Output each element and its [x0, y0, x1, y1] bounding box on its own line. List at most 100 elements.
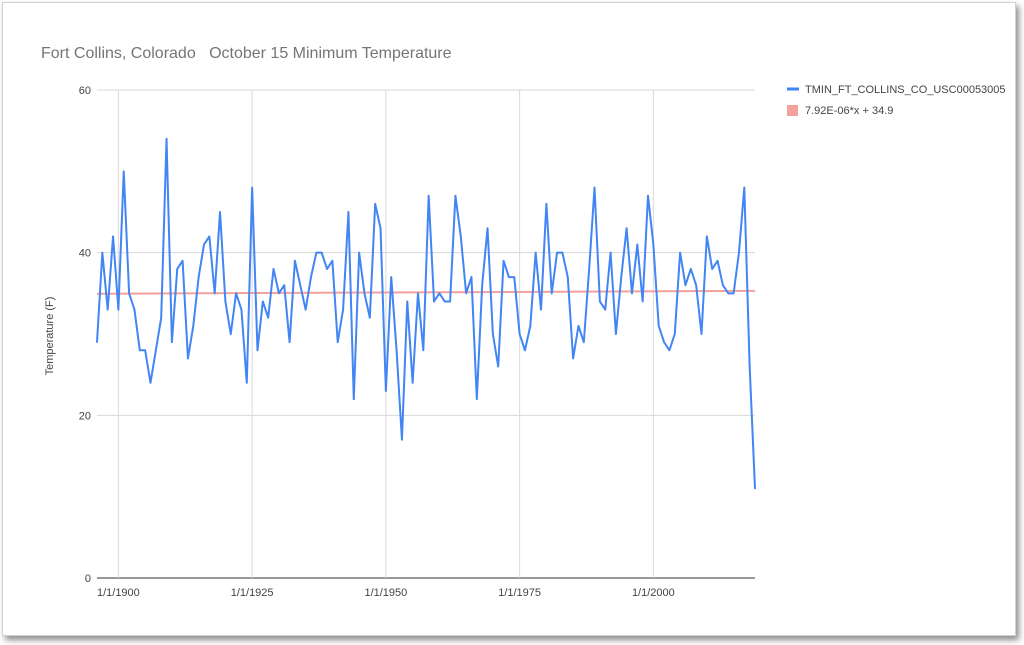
data-point — [545, 203, 548, 205]
series-line-tmin — [96, 137, 756, 489]
data-point — [716, 260, 719, 262]
data-point — [609, 251, 612, 254]
data-point — [229, 333, 232, 335]
x-tick-label: 1/1/1925 — [231, 587, 274, 599]
data-point — [358, 251, 360, 254]
data-point — [588, 268, 590, 270]
data-point — [748, 365, 751, 368]
legend-label-tmin: TMIN_FT_COLLINS_CO_USC00053005 — [805, 84, 1006, 96]
legend-item-tmin[interactable]: TMIN_FT_COLLINS_CO_USC00053005 — [787, 84, 1006, 96]
data-point — [133, 308, 136, 311]
data-point — [203, 243, 205, 246]
data-point — [213, 292, 216, 295]
x-axis-ticks: 1/1/1900 1/1/1925 1/1/1950 1/1/1975 1/1/2000 — [97, 587, 675, 599]
legend-label-trendline: 7.92E-06*x + 34.9 — [805, 105, 893, 117]
data-point — [492, 333, 494, 335]
data-point — [294, 260, 296, 262]
x-tick-label: 1/1/1975 — [498, 587, 541, 599]
data-point — [192, 325, 195, 327]
data-point — [550, 292, 553, 295]
data-point — [165, 138, 168, 140]
data-point — [208, 235, 211, 238]
data-point — [668, 349, 671, 352]
data-point — [395, 349, 398, 352]
data-point — [459, 235, 462, 238]
data-point — [481, 284, 483, 287]
legend: TMIN_FT_COLLINS_CO_USC00053005 7.92E-06*… — [787, 84, 1006, 117]
data-point — [112, 235, 114, 238]
data-point — [342, 308, 344, 311]
data-point — [331, 260, 334, 262]
data-point — [422, 349, 425, 352]
data-point — [652, 243, 655, 246]
y-tick-label: 40 — [79, 248, 91, 260]
y-tick-label: 60 — [79, 85, 91, 97]
data-point — [577, 325, 580, 327]
data-point — [326, 268, 328, 270]
data-point — [743, 186, 746, 189]
data-point — [240, 308, 243, 311]
data-point — [754, 487, 756, 490]
data-point — [235, 292, 237, 295]
data-point — [486, 227, 489, 230]
data-point — [524, 349, 526, 352]
legend-item-trendline[interactable]: 7.92E-06*x + 34.9 — [787, 105, 893, 117]
data-point — [673, 333, 676, 335]
data-point — [679, 251, 681, 254]
data-point — [722, 284, 724, 287]
data-point — [738, 251, 740, 254]
data-point — [187, 357, 189, 360]
data-point — [128, 292, 130, 295]
data-point — [684, 284, 687, 287]
data-point — [406, 300, 409, 303]
data-point — [566, 276, 569, 278]
data-point — [732, 292, 735, 295]
data-point — [647, 194, 649, 197]
data-point — [449, 300, 451, 303]
data-point — [433, 300, 435, 303]
data-point — [315, 251, 318, 254]
data-point — [636, 243, 639, 246]
data-point — [497, 365, 500, 368]
data-point — [513, 276, 516, 278]
data-point — [283, 284, 286, 287]
data-point — [278, 292, 280, 295]
chart-card: Fort Collins, Colorado October 15 Minimu… — [2, 2, 1016, 636]
data-point — [534, 251, 537, 254]
y-tick-label: 0 — [85, 573, 91, 585]
data-point — [561, 251, 564, 254]
legend-swatch-trendline — [787, 105, 798, 116]
y-axis-ticks: 0 20 40 60 — [79, 85, 91, 585]
data-point — [502, 260, 505, 262]
data-point — [96, 341, 98, 343]
data-point — [251, 186, 253, 189]
data-point — [625, 227, 628, 230]
data-point — [620, 276, 623, 278]
chart-title: Fort Collins, Colorado October 15 Minimu… — [41, 45, 452, 62]
data-point — [700, 333, 703, 335]
data-point — [470, 276, 473, 278]
data-point — [149, 382, 152, 384]
data-point — [181, 260, 184, 262]
data-point — [138, 349, 141, 352]
data-point — [106, 308, 109, 311]
data-point — [556, 251, 558, 254]
data-point — [160, 316, 162, 319]
data-point — [320, 251, 323, 254]
data-point — [540, 308, 542, 311]
data-point — [369, 316, 371, 319]
data-point — [272, 268, 275, 270]
data-point — [572, 357, 574, 360]
data-point — [695, 284, 697, 287]
data-point — [417, 292, 419, 295]
data-point — [144, 349, 146, 352]
data-point — [454, 194, 457, 197]
data-point — [336, 341, 339, 343]
data-point — [465, 292, 467, 295]
data-point — [427, 194, 430, 197]
data-point — [219, 211, 221, 213]
data-point — [443, 300, 446, 303]
x-tick-label: 1/1/2000 — [632, 587, 675, 599]
x-tick-label: 1/1/1900 — [97, 587, 140, 599]
data-point — [245, 382, 248, 384]
